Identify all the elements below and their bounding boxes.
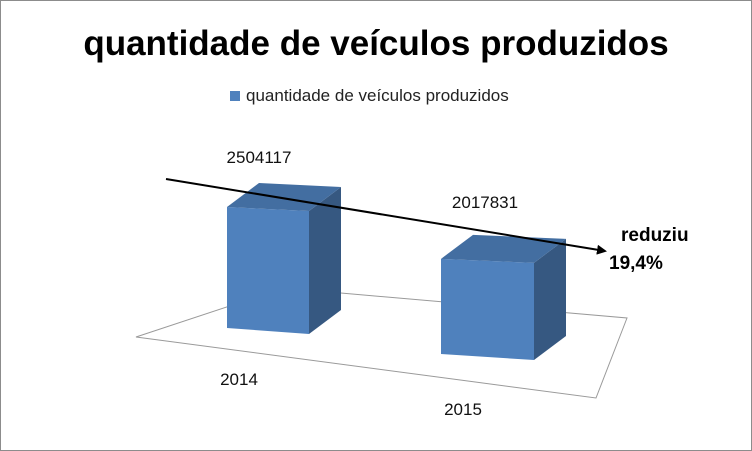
bar-2014: [227, 183, 341, 334]
data-label-2015: 2017831: [452, 193, 518, 212]
annotation-line1: reduziu: [621, 225, 689, 246]
x-tick-label-2014: 2014: [220, 370, 258, 389]
chart-title: quantidade de veículos produzidos: [83, 24, 668, 63]
bars-layer: 2504117 2014 2017831 2015: [220, 148, 566, 419]
bar-2015: [441, 234, 566, 360]
bar-side-face: [534, 238, 566, 360]
legend-label: quantidade de veículos produzidos: [246, 86, 509, 105]
trend-arrow: [165, 178, 607, 255]
x-tick-label-2015: 2015: [444, 400, 482, 419]
bar-front-face: [227, 207, 309, 334]
annotation-line2: 19,4%: [609, 253, 663, 274]
bar-front-face: [441, 258, 534, 360]
legend-swatch: [230, 91, 240, 101]
bar-top-face: [441, 234, 566, 263]
bar-side-face: [309, 187, 341, 334]
data-label-2014: 2504117: [227, 148, 292, 167]
